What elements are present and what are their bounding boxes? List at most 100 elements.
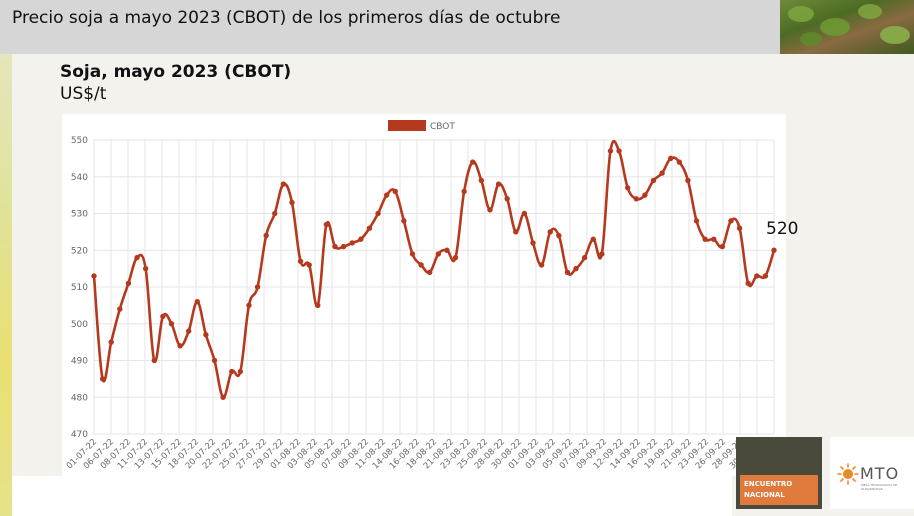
data-point [418, 262, 424, 268]
data-point [762, 273, 769, 279]
data-point [487, 207, 493, 213]
legend-label: CBOT [430, 122, 455, 132]
data-point [745, 280, 751, 287]
data-point [254, 284, 261, 290]
data-point [125, 280, 132, 287]
data-point [151, 357, 157, 364]
data-point [323, 221, 330, 228]
data-point [556, 232, 562, 239]
data-point [736, 225, 743, 231]
data-point [599, 251, 605, 257]
data-point [168, 321, 175, 327]
data-point [435, 251, 442, 257]
data-point [444, 247, 450, 253]
data-point [263, 232, 269, 239]
data-point [452, 254, 459, 261]
data-point [383, 192, 390, 198]
data-point [340, 243, 347, 250]
badge-line-1: ENCUENTRO [744, 480, 793, 488]
data-point [616, 148, 622, 154]
data-point [349, 240, 355, 246]
data-point [229, 368, 235, 375]
data-point [728, 218, 734, 224]
encuentro-badge: ENCUENTRO NACIONAL [736, 437, 822, 509]
data-point [624, 185, 631, 191]
data-point [711, 236, 717, 242]
data-point [702, 236, 708, 242]
data-point [194, 299, 200, 305]
data-point [685, 177, 691, 184]
data-point [237, 368, 244, 375]
y-tick-label: 490 [71, 357, 88, 367]
data-point [91, 273, 97, 279]
data-point [470, 159, 476, 165]
data-point [513, 229, 519, 235]
sun-icon [837, 463, 859, 485]
data-point [495, 181, 502, 187]
y-tick-label: 550 [71, 136, 88, 146]
data-point [564, 269, 571, 275]
data-point [297, 258, 304, 264]
y-tick-label: 480 [71, 393, 88, 403]
data-point [142, 265, 149, 272]
data-point [633, 196, 639, 202]
logo-subtitle: MESA TECNOLÓGICA DE OLEAGINOSAS [861, 483, 898, 491]
left-decorative-strip [0, 0, 12, 516]
data-point [590, 236, 596, 242]
data-point [306, 262, 312, 268]
data-point [693, 218, 700, 224]
data-point [289, 199, 295, 206]
y-tick-label: 520 [71, 246, 88, 256]
data-point [117, 306, 123, 312]
y-tick-label: 530 [71, 210, 88, 220]
data-point [719, 243, 726, 250]
slide-title: Precio soja a mayo 2023 (CBOT) de los pr… [12, 8, 561, 28]
data-point [358, 236, 364, 242]
data-point [220, 394, 226, 400]
data-point [280, 181, 287, 187]
data-point [315, 302, 321, 309]
data-point [203, 332, 209, 338]
data-point [642, 192, 648, 198]
data-point [521, 210, 528, 217]
data-point [668, 155, 674, 162]
data-point [211, 357, 218, 364]
encuentro-badge-label: ENCUENTRO NACIONAL [740, 475, 818, 505]
data-point [426, 269, 433, 275]
chart-unit: US$/t [60, 84, 107, 104]
data-point [659, 170, 665, 176]
data-point [530, 240, 536, 246]
data-point [401, 218, 407, 224]
chart-panel: 470 480 490 500 510 520 530 540 550 01-07-22 06-07… [62, 114, 786, 476]
logo-name: MTO [860, 464, 900, 483]
data-point [504, 196, 510, 202]
data-point [108, 339, 114, 345]
last-value-callout: 520 [766, 219, 799, 239]
soybean-field-photo [780, 0, 914, 54]
data-point [676, 159, 683, 165]
data-point [754, 273, 760, 279]
y-tick-label: 540 [71, 173, 88, 183]
data-point [538, 262, 545, 268]
data-point [185, 328, 192, 334]
badge-line-2: NACIONAL [744, 491, 785, 499]
chart-title: Soja, mayo 2023 (CBOT) [60, 62, 292, 82]
price-line-chart: 47048049050051052053054055001-07-2206-07… [65, 120, 779, 471]
y-tick-label: 510 [71, 283, 88, 293]
data-point [771, 247, 777, 253]
data-point [332, 243, 338, 250]
data-point [160, 313, 166, 320]
data-point [461, 188, 467, 195]
data-point [581, 254, 588, 261]
data-point [478, 177, 485, 184]
header-bar: Precio soja a mayo 2023 (CBOT) de los pr… [0, 0, 780, 54]
data-point [246, 302, 252, 309]
mto-logo: MTO MESA TECNOLÓGICA DE OLEAGINOSAS [830, 437, 914, 509]
data-point [392, 188, 398, 195]
data-point [134, 254, 140, 261]
data-point [99, 376, 106, 382]
data-point [409, 251, 416, 257]
data-point [375, 210, 381, 217]
data-point [547, 229, 553, 235]
data-point [573, 265, 579, 272]
